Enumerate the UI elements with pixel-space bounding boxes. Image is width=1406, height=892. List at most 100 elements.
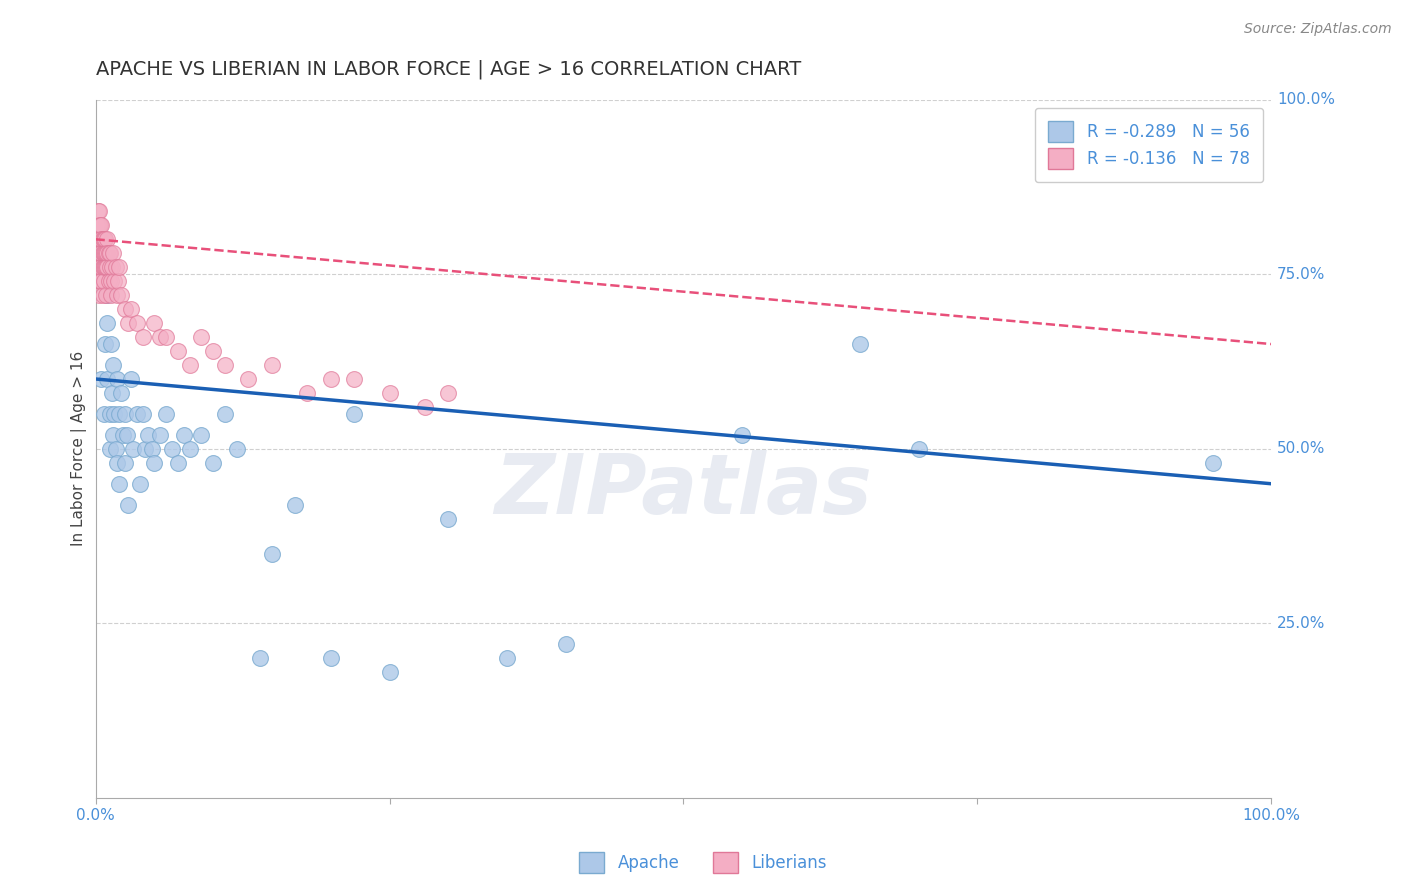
Point bbox=[87, 232, 110, 246]
Point bbox=[100, 288, 122, 302]
Point bbox=[87, 246, 110, 260]
Point bbox=[134, 442, 156, 456]
Point bbox=[117, 498, 139, 512]
Point bbox=[260, 547, 283, 561]
Point bbox=[96, 316, 118, 330]
Point bbox=[319, 651, 342, 665]
Point bbox=[120, 372, 142, 386]
Point bbox=[214, 358, 236, 372]
Point bbox=[87, 232, 110, 246]
Point bbox=[167, 456, 190, 470]
Point bbox=[179, 442, 201, 456]
Point bbox=[100, 337, 122, 351]
Point bbox=[378, 386, 401, 401]
Point bbox=[413, 400, 436, 414]
Point bbox=[129, 476, 152, 491]
Point bbox=[97, 274, 120, 288]
Point bbox=[89, 274, 111, 288]
Point bbox=[90, 372, 112, 386]
Point bbox=[149, 330, 172, 344]
Point bbox=[103, 246, 125, 260]
Point bbox=[93, 246, 115, 260]
Point bbox=[87, 246, 110, 260]
Point bbox=[101, 260, 124, 275]
Text: ZIPatlas: ZIPatlas bbox=[495, 450, 872, 532]
Point bbox=[107, 274, 129, 288]
Point bbox=[190, 330, 212, 344]
Point bbox=[91, 288, 114, 302]
Point bbox=[96, 372, 118, 386]
Point bbox=[103, 428, 125, 442]
Point bbox=[202, 344, 225, 359]
Point bbox=[1201, 456, 1223, 470]
Point bbox=[87, 204, 110, 219]
Point bbox=[111, 428, 134, 442]
Point bbox=[249, 651, 271, 665]
Point bbox=[117, 428, 139, 442]
Point bbox=[91, 260, 114, 275]
Point bbox=[98, 407, 121, 421]
Point bbox=[87, 219, 110, 233]
Point bbox=[108, 476, 131, 491]
Point bbox=[849, 337, 872, 351]
Point bbox=[173, 428, 195, 442]
Point bbox=[437, 386, 460, 401]
Point bbox=[94, 232, 117, 246]
Point bbox=[141, 442, 163, 456]
Text: 50.0%: 50.0% bbox=[1277, 442, 1326, 457]
Point bbox=[90, 232, 112, 246]
Point bbox=[86, 219, 108, 233]
Point bbox=[731, 428, 754, 442]
Point bbox=[89, 260, 111, 275]
Point bbox=[907, 442, 929, 456]
Point bbox=[87, 260, 110, 275]
Point bbox=[96, 246, 118, 260]
Point bbox=[87, 204, 110, 219]
Point bbox=[96, 260, 118, 275]
Point bbox=[98, 442, 121, 456]
Point bbox=[96, 288, 118, 302]
Point bbox=[87, 219, 110, 233]
Point bbox=[87, 274, 110, 288]
Point bbox=[190, 428, 212, 442]
Point bbox=[260, 358, 283, 372]
Point bbox=[86, 246, 108, 260]
Point bbox=[90, 246, 112, 260]
Point bbox=[87, 260, 110, 275]
Text: Source: ZipAtlas.com: Source: ZipAtlas.com bbox=[1244, 22, 1392, 37]
Point bbox=[91, 232, 114, 246]
Point bbox=[202, 456, 225, 470]
Point bbox=[149, 428, 172, 442]
Point bbox=[94, 246, 117, 260]
Text: APACHE VS LIBERIAN IN LABOR FORCE | AGE > 16 CORRELATION CHART: APACHE VS LIBERIAN IN LABOR FORCE | AGE … bbox=[96, 60, 801, 79]
Point bbox=[103, 358, 125, 372]
Point bbox=[378, 665, 401, 680]
Point bbox=[155, 407, 177, 421]
Point bbox=[96, 232, 118, 246]
Point bbox=[94, 337, 117, 351]
Point bbox=[90, 260, 112, 275]
Point bbox=[143, 456, 166, 470]
Point bbox=[343, 372, 366, 386]
Point bbox=[214, 407, 236, 421]
Point bbox=[86, 232, 108, 246]
Point bbox=[496, 651, 519, 665]
Point bbox=[437, 511, 460, 525]
Point bbox=[90, 274, 112, 288]
Point bbox=[97, 246, 120, 260]
Point bbox=[122, 442, 145, 456]
Point bbox=[295, 386, 318, 401]
Point bbox=[117, 316, 139, 330]
Point bbox=[225, 442, 247, 456]
Point bbox=[93, 260, 115, 275]
Point bbox=[120, 302, 142, 317]
Point bbox=[343, 407, 366, 421]
Point bbox=[105, 456, 128, 470]
Y-axis label: In Labor Force | Age > 16: In Labor Force | Age > 16 bbox=[72, 351, 87, 547]
Point bbox=[125, 407, 148, 421]
Point bbox=[160, 442, 183, 456]
Text: 75.0%: 75.0% bbox=[1277, 267, 1326, 282]
Point bbox=[93, 274, 115, 288]
Point bbox=[89, 232, 111, 246]
Point bbox=[103, 407, 125, 421]
